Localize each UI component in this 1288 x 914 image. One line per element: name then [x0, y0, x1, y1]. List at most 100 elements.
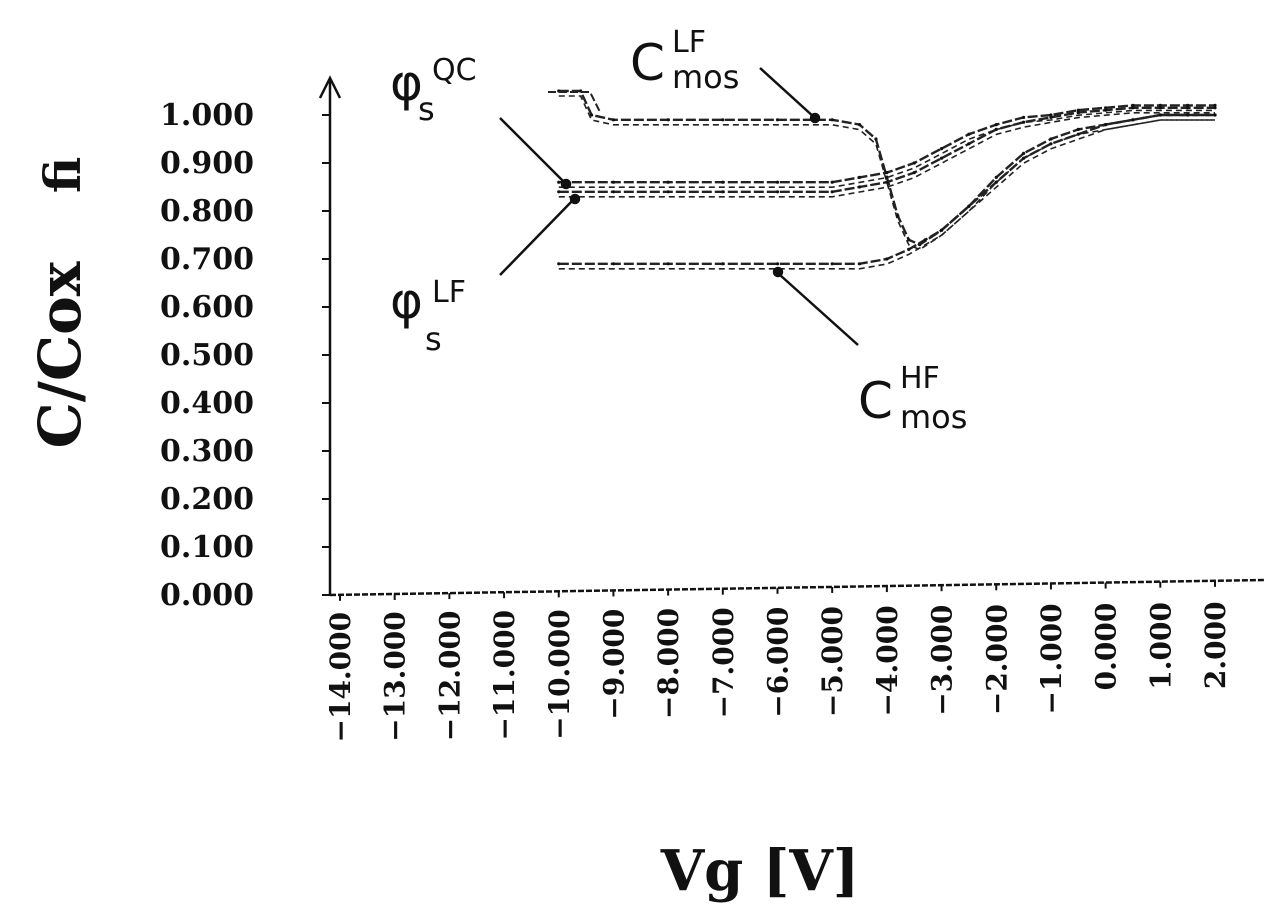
series-point: [1131, 118, 1135, 122]
leader-c-hf: [779, 274, 859, 346]
x-tick-label: −8.000: [652, 608, 685, 719]
series-point: [611, 262, 616, 266]
series-point: [830, 180, 834, 184]
series-line-3-shadow: [558, 112, 1215, 198]
c-lf-sup: LF: [672, 25, 706, 60]
phi-lf-sup: LF: [432, 275, 466, 310]
y-tick-label: 0.100: [160, 530, 254, 565]
series-point: [1213, 103, 1217, 107]
series-point: [1049, 113, 1053, 117]
series-point: [1158, 106, 1162, 110]
y-tick-label: 0.900: [160, 146, 254, 181]
x-axis-line: [329, 578, 1266, 597]
annotation-c-hf: C HF mos: [858, 361, 967, 436]
phi-qc-sup: QC: [432, 53, 477, 88]
x-tick-label: −9.000: [597, 609, 630, 720]
series-point: [1213, 106, 1217, 110]
series-point: [1021, 156, 1026, 160]
series-point: [967, 132, 971, 136]
x-tick-label: 2.000: [1199, 601, 1232, 689]
series-point: [874, 137, 878, 141]
series-point: [1049, 115, 1053, 119]
annotation-phi-qc: φ QC s: [390, 53, 477, 128]
series-point: [666, 118, 670, 122]
x-tick-label: −13.000: [379, 611, 412, 742]
series-point: [939, 228, 944, 232]
x-tick-label: −5.000: [816, 606, 849, 717]
series-point: [907, 238, 911, 242]
y-axis-title: C/Cox: [26, 261, 94, 448]
series-point: [830, 190, 834, 194]
series-point: [1076, 127, 1080, 131]
series-point: [775, 118, 780, 122]
x-axis-label: Vg [V]: [660, 838, 860, 904]
series-point: [1131, 106, 1135, 110]
leader-c-lf: [759, 67, 816, 119]
annotation-phi-lf: φ LF s: [390, 272, 466, 358]
series-point: [611, 180, 616, 184]
phi-qc-symbol: φ: [390, 54, 423, 112]
y-ticks: 0.000 0.100 0.200 0.300 0.400 0.500 0.600 0.700…: [160, 98, 330, 613]
series-point: [967, 142, 971, 146]
series-line-2-shadow: [558, 109, 1215, 188]
y-tick-label: 0.300: [160, 434, 254, 469]
series-point: [1186, 103, 1190, 107]
series-line-1-shadow: [558, 119, 1215, 270]
y-tick-label: 0.200: [160, 482, 254, 517]
leader-phi-lf: [499, 197, 576, 276]
series-point: [775, 190, 780, 194]
series-point: [1104, 108, 1108, 112]
x-tick-label: −3.000: [926, 605, 959, 716]
series-point: [1021, 115, 1026, 119]
x-tick-label: 1.000: [1144, 602, 1177, 690]
y-axis-title-right: fi: [33, 157, 92, 193]
series-point: [1049, 137, 1053, 141]
phi-qc-sub: s: [418, 90, 435, 128]
series-point: [830, 262, 834, 266]
series-point: [830, 118, 834, 122]
series-point: [907, 247, 911, 251]
series-point: [557, 180, 561, 184]
y-tick-label: 1.000: [160, 98, 254, 133]
series-point: [857, 185, 862, 189]
series-point: [1021, 151, 1026, 155]
fi-label: fi: [33, 157, 92, 193]
x-tick-label: −10.000: [543, 609, 576, 740]
marker-phi-qc: [560, 178, 572, 190]
series-point: [923, 238, 927, 242]
series-point: [721, 190, 725, 194]
series-point: [775, 180, 780, 184]
series-point: [1213, 113, 1217, 117]
series-point: [1104, 123, 1108, 127]
series-point: [721, 262, 725, 266]
series-point: [939, 147, 944, 151]
series-point: [885, 175, 889, 179]
y-tick-label: 0.600: [160, 290, 254, 325]
series-point: [1076, 108, 1080, 112]
series-point: [557, 262, 561, 266]
y-axis-label: C/Cox: [26, 261, 94, 448]
x-tick-label: −4.000: [871, 605, 904, 716]
series-point: [666, 262, 670, 266]
x-ticks: −14.000 −13.000 −12.000 −11.000 −10.000 −9.00…: [324, 580, 1232, 743]
c-lf-sub: mos: [672, 58, 739, 96]
series-point: [1049, 142, 1053, 146]
y-tick-label: 0.000: [160, 578, 254, 613]
series-point: [775, 262, 780, 266]
series-point: [994, 175, 998, 179]
series-point: [1104, 106, 1108, 110]
annotation-leaders: [499, 67, 859, 346]
series-line-0-shadow: [558, 95, 1215, 251]
leader-phi-qc: [499, 117, 566, 184]
series-point: [967, 204, 971, 208]
series-point: [611, 118, 616, 122]
series-point: [885, 171, 889, 175]
series-point: [1186, 113, 1190, 117]
series-point: [611, 190, 616, 194]
series-point: [666, 190, 670, 194]
series-point: [885, 180, 889, 184]
series-point: [589, 113, 594, 117]
x-tick-label: −12.000: [433, 611, 466, 742]
series-point: [1021, 120, 1026, 124]
series-line-2: [558, 104, 1215, 184]
